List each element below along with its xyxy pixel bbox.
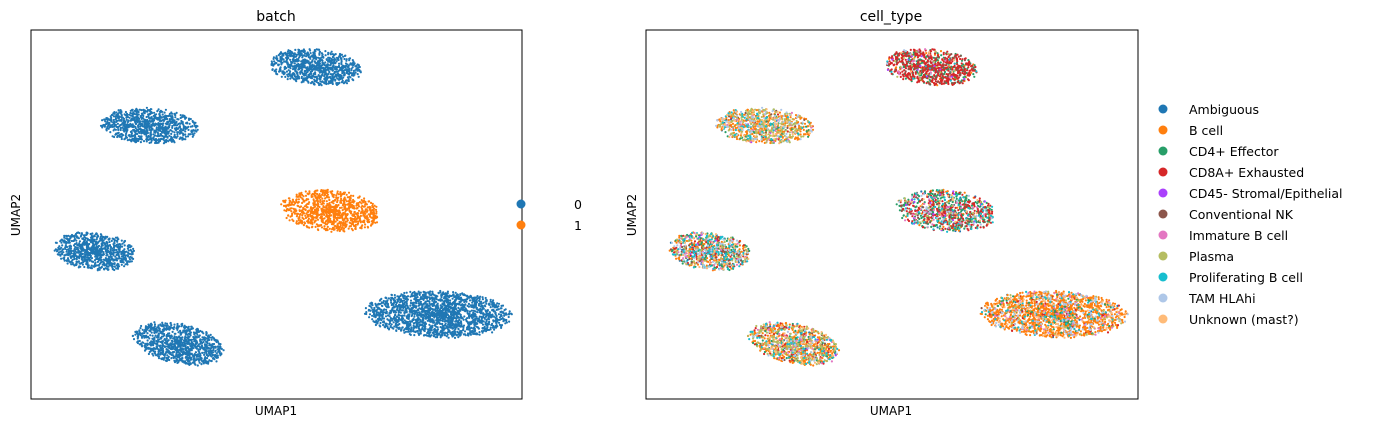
panel-title: cell_type [860, 9, 922, 25]
x-axis-label: UMAP1 [870, 404, 912, 418]
series-0-points [53, 48, 513, 367]
legend-label: Conventional NK [1189, 207, 1294, 222]
series-0-points [669, 117, 1119, 365]
legend: 0 1 [516, 197, 582, 233]
legend-marker [1158, 146, 1168, 156]
legend-label: Immature B cell [1189, 228, 1288, 243]
scatter-points [53, 48, 513, 367]
legend-label: CD45- Stromal/Epithelial [1189, 186, 1343, 201]
plot-frame [30, 29, 523, 400]
legend-marker [1158, 251, 1168, 261]
legend-label: 1 [574, 218, 582, 233]
scatter-points [668, 48, 1129, 367]
legend-label: 0 [574, 197, 582, 212]
legend-marker [516, 199, 526, 209]
plot-frame [645, 29, 1139, 400]
x-axis-label: UMAP1 [255, 404, 297, 418]
legend-label: Proliferating B cell [1189, 270, 1303, 285]
legend-label: TAM HLAhi [1188, 291, 1256, 306]
legend-label: Plasma [1189, 249, 1234, 264]
legend-marker [1158, 188, 1168, 198]
series-10-points [680, 51, 1127, 365]
legend-marker [1158, 314, 1168, 324]
y-axis-label: UMAP2 [9, 194, 23, 236]
legend-marker [1158, 293, 1168, 303]
legend-marker [1158, 104, 1168, 114]
series-4-points [689, 55, 986, 357]
legend-label: B cell [1189, 123, 1223, 138]
legend-label: CD8A+ Exhausted [1189, 165, 1304, 180]
panel-batch: batch UMAP1 UMAP2 0 1 [9, 9, 582, 418]
legend-marker [1158, 167, 1168, 177]
legend-label: Ambiguous [1189, 102, 1259, 117]
legend-marker [1158, 125, 1168, 135]
panel-cell-type: cell_type UMAP1 UMAP2 Ambiguous B cell C… [625, 9, 1343, 418]
y-axis-label: UMAP2 [625, 194, 639, 236]
legend-marker [516, 220, 526, 230]
legend-marker [1158, 272, 1168, 282]
series-1-points [280, 188, 379, 233]
legend-marker [1158, 209, 1168, 219]
panel-title: batch [256, 9, 296, 25]
legend-label: Unknown (mast?) [1189, 312, 1299, 327]
legend-marker [1158, 230, 1168, 240]
legend: Ambiguous B cell CD4+ Effector CD8A+ Exh… [1158, 102, 1343, 327]
legend-label: CD4+ Effector [1189, 144, 1279, 159]
